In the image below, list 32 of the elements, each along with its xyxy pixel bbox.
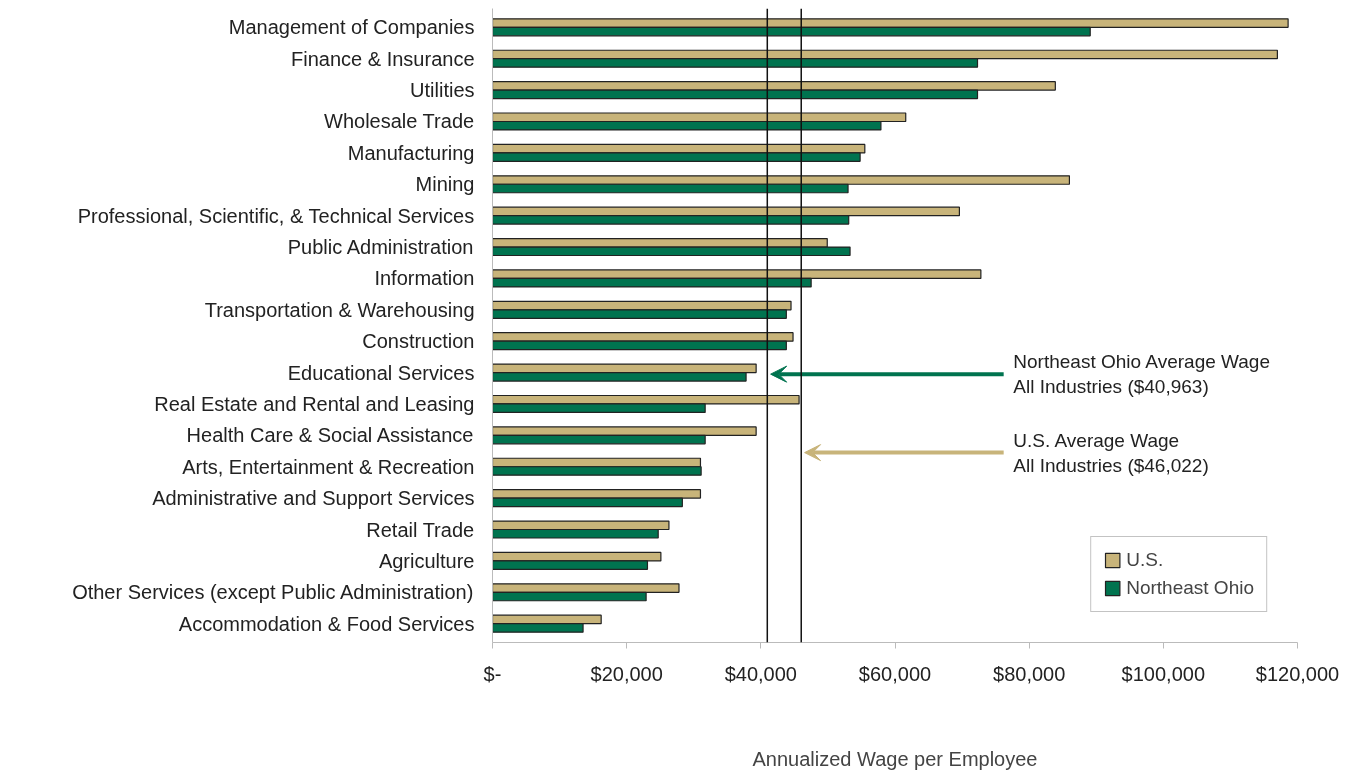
x-tick-label: $120,000 [1255, 662, 1340, 685]
y-tick-label: Manufacturing [347, 141, 475, 164]
y-tick-label: Real Estate and Rental and Leasing [154, 392, 475, 415]
y-tick-label: Utilities [410, 79, 475, 102]
x-tick-label: $100,000 [1121, 662, 1206, 685]
y-tick-label: Information [374, 267, 475, 290]
x-tick-label: $20,000 [590, 662, 663, 685]
y-tick-label: Finance & Insurance [291, 47, 475, 70]
y-tick-label: Professional, Scientific, & Technical Services [77, 204, 475, 227]
y-tick-label: Retail Trade [366, 518, 475, 541]
y-tick-label: Arts, Entertainment & Recreation [182, 455, 475, 478]
y-tick-label: Accommodation & Food Services [178, 612, 475, 635]
y-tick-label: Health Care & Social Assistance [186, 424, 474, 447]
x-tick-label: $- [483, 662, 502, 685]
y-tick-label: Transportation & Warehousing [204, 298, 475, 321]
legend-label: U.S. [1126, 549, 1164, 571]
y-tick-label: Agriculture [378, 549, 475, 572]
x-tick-label: $40,000 [724, 662, 797, 685]
x-axis-title: Annualized Wage per Employee [752, 747, 1038, 770]
y-tick-label: Public Administration [287, 236, 474, 259]
y-tick-label: Other Services (except Public Administration) [72, 581, 474, 604]
y-tick-label: Construction [362, 330, 475, 353]
y-tick-label: Educational Services [287, 361, 475, 384]
y-tick-label: Mining [415, 173, 475, 196]
ref-line-label: Northeast Ohio Average Wage All Industries ($40,963) [1013, 351, 1270, 398]
y-tick-label: Wholesale Trade [324, 110, 475, 133]
x-tick-label: $80,000 [993, 662, 1066, 685]
y-tick-label: Administrative and Support Services [152, 487, 475, 510]
y-tick-label: Management of Companies [228, 16, 475, 39]
legend-label: Northeast Ohio [1126, 577, 1254, 599]
ref-line-label: U.S. Average Wage All Industries ($46,022) [1013, 429, 1209, 476]
x-tick-label: $60,000 [858, 662, 932, 685]
